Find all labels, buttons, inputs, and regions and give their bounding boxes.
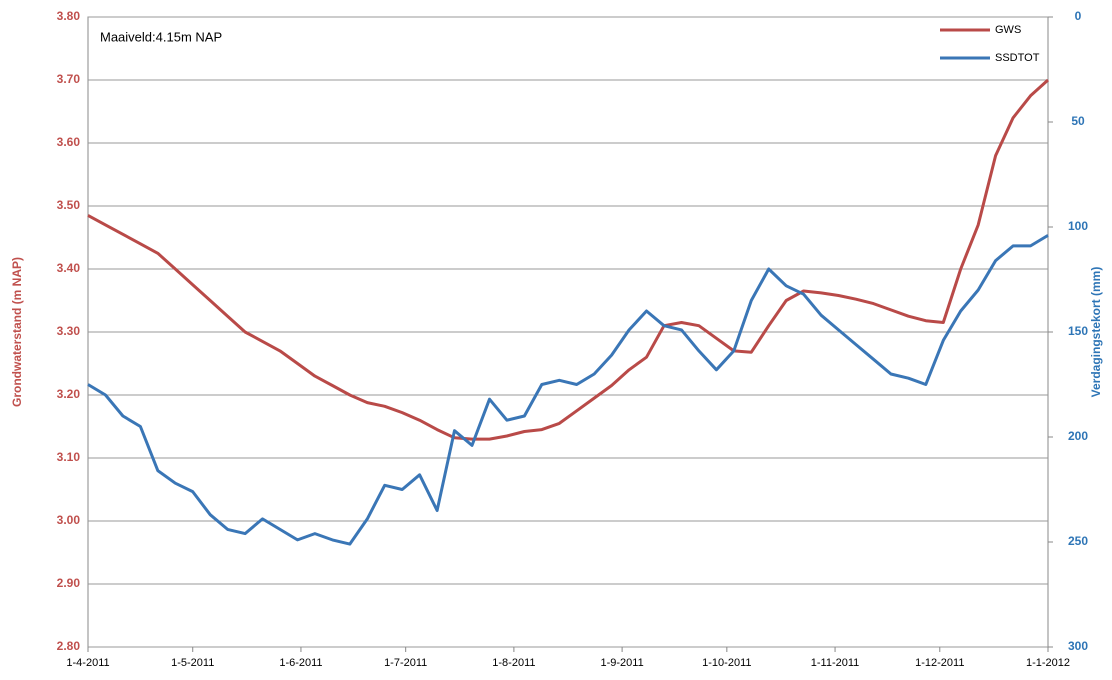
y2-tick-label: 200 (1068, 429, 1088, 443)
x-tick-label: 1-9-2011 (600, 657, 643, 669)
y-tick-label: 2.90 (57, 576, 81, 590)
y2-tick-label: 300 (1068, 639, 1088, 653)
y-tick-label: 3.00 (57, 513, 81, 527)
y2-tick-label: 50 (1071, 114, 1085, 128)
y-tick-label: 3.40 (57, 261, 81, 275)
y-tick-label: 3.50 (57, 198, 81, 212)
x-tick-label: 1-8-2011 (492, 657, 535, 669)
y-tick-label: 2.80 (57, 639, 81, 653)
y2-tick-label: 150 (1068, 324, 1088, 338)
y2-tick-label: 0 (1075, 9, 1082, 23)
x-tick-label: 1-10-2011 (702, 657, 751, 669)
x-tick-label: 1-1-2012 (1026, 657, 1070, 669)
x-tick-label: 1-7-2011 (384, 657, 427, 669)
y-tick-label: 3.80 (57, 9, 81, 23)
series-line (87, 78, 1050, 441)
legend-label: GWS (995, 24, 1021, 36)
y-tick-label: 3.30 (57, 324, 81, 338)
y-tick-label: 3.20 (57, 387, 81, 401)
x-tick-label: 1-11-2011 (811, 657, 860, 669)
y2-axis-title: Verdagingstekort (mm) (1089, 267, 1103, 398)
x-tick-label: 1-6-2011 (279, 657, 322, 669)
y2-tick-label: 100 (1068, 219, 1088, 233)
y-tick-label: 3.70 (57, 72, 81, 86)
annotation: Maaiveld:4.15m NAP (100, 29, 222, 44)
x-tick-label: 1-12-2011 (915, 657, 964, 669)
x-tick-label: 1-4-2011 (66, 657, 109, 669)
y-tick-label: 3.60 (57, 135, 81, 149)
y2-tick-label: 250 (1068, 534, 1088, 548)
y-tick-label: 3.10 (57, 450, 81, 464)
legend-label: SSDTOT (995, 52, 1040, 64)
x-tick-label: 1-5-2011 (171, 657, 214, 669)
y-axis-title: Grondwaterstand (m NAP) (10, 257, 24, 407)
series-line (87, 234, 1049, 546)
